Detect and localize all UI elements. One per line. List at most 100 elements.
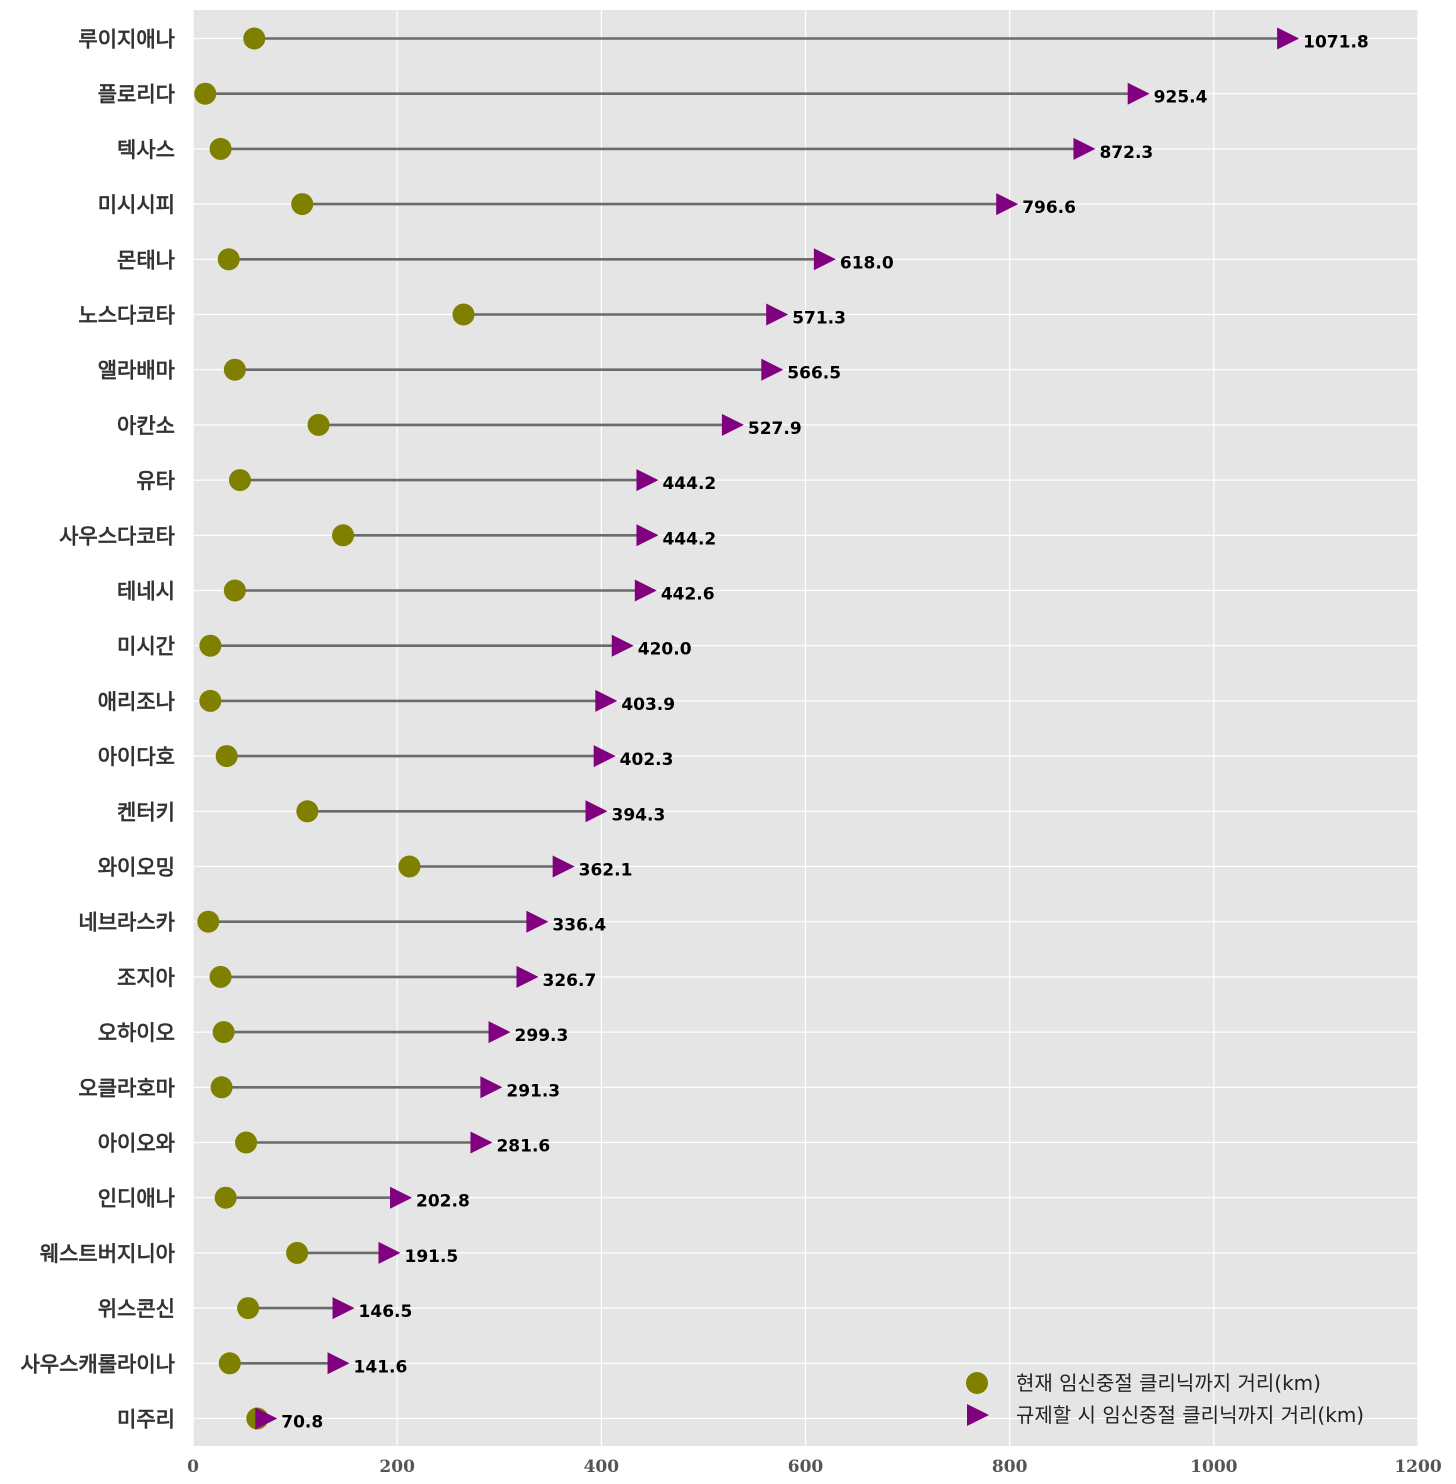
value-label: 336.4 [552,916,606,936]
value-label: 299.3 [515,1026,569,1046]
value-label: 403.9 [621,695,675,715]
category-label: 유타 [136,469,175,493]
category-label: 노스다코타 [78,304,175,328]
value-label: 442.6 [661,585,715,605]
regulated-distance-point [761,358,784,381]
legend: 현재 임신중절 클리닉까지 거리(km) 규제할 시 임신중절 클리닉까지 거리… [966,1371,1364,1427]
current-distance-point [223,579,246,602]
regulated-distance-point [996,193,1019,216]
category-label: 위스콘신 [98,1297,175,1321]
current-distance-point [237,1297,260,1320]
value-label: 362.1 [579,861,633,881]
current-distance-point [209,137,232,160]
x-tick-label: 600 [788,1457,824,1477]
value-label: 281.6 [496,1137,550,1157]
legend-marker-regulated [967,1404,989,1426]
value-label: 402.3 [620,750,674,770]
category-label: 루이지애나 [78,28,175,52]
x-tick-label: 400 [584,1457,620,1477]
current-distance-point [286,1241,309,1264]
current-distance-point [212,1021,235,1044]
current-distance-point [218,1352,241,1375]
legend-label-regulated: 규제할 시 임신중절 클리닉까지 거리(km) [1016,1403,1364,1427]
regulated-distance-point [378,1241,401,1264]
category-label: 사우스다코타 [59,524,176,548]
category-label: 앨라배마 [98,359,176,383]
category-label: 플로리다 [98,83,176,107]
current-distance-point [209,965,232,988]
regulated-distance-point [332,1297,355,1320]
category-label: 아칸소 [117,414,175,438]
x-axis-tick-labels: 0 200 400 600 800 1000 1200 [187,1457,1442,1477]
regulated-distance-point [480,1076,503,1099]
regulated-distance-point [488,1021,511,1044]
value-label: 191.5 [404,1247,458,1267]
value-label: 925.4 [1154,88,1208,108]
value-label: 571.3 [792,309,846,329]
value-label: 796.6 [1022,198,1076,218]
category-label: 조지아 [117,966,176,990]
current-distance-point [215,745,238,768]
regulated-distance-point [636,469,659,492]
value-label: 527.9 [748,419,802,439]
x-tick-label: 1000 [1190,1457,1237,1477]
regulated-distance-point [634,579,657,602]
x-tick-label: 1200 [1394,1457,1441,1477]
value-label: 141.6 [354,1357,408,1377]
x-tick-label: 200 [379,1457,415,1477]
category-label: 미시시피 [98,193,175,217]
current-distance-point [291,193,314,216]
category-label: 오하이오 [98,1021,175,1045]
x-tick-label: 0 [187,1457,199,1477]
category-label: 사우스캐롤라이나 [20,1352,175,1376]
current-distance-point [307,413,330,436]
current-distance-point [235,1131,258,1154]
current-distance-point [197,910,220,933]
value-label: 444.2 [662,474,716,494]
data-markers [194,27,1300,1430]
regulated-distance-point [552,855,575,878]
value-label: 1071.8 [1303,33,1369,53]
value-label: 872.3 [1099,143,1153,163]
regulated-distance-point [721,413,744,436]
category-label: 인디애나 [98,1187,176,1211]
current-distance-point [243,27,266,50]
current-distance-point [452,303,475,326]
regulated-distance-point [255,1407,278,1430]
legend-label-current: 현재 임신중절 클리닉까지 거리(km) [1016,1371,1321,1395]
regulated-distance-point [526,910,549,933]
current-distance-point [228,469,251,492]
category-label: 와이오밍 [98,856,175,880]
value-label: 146.5 [359,1302,413,1322]
regulated-distance-point [636,524,659,547]
category-label: 켄터키 [117,800,175,824]
category-label: 웨스트버지니아 [40,1242,176,1266]
current-distance-point [214,1186,237,1209]
current-distance-point [199,634,222,657]
regulated-distance-point [585,800,608,823]
regulated-distance-point [1073,137,1096,160]
value-label: 566.5 [787,364,841,384]
regulated-distance-point [390,1186,413,1209]
regulated-distance-point [766,303,789,326]
current-distance-point [217,248,240,271]
value-label: 291.3 [506,1081,560,1101]
current-distance-point [332,524,355,547]
connector-lines [205,37,1288,1420]
current-distance-point [223,358,246,381]
current-distance-point [296,800,319,823]
category-label: 미주리 [117,1408,175,1432]
category-label: 몬태나 [117,248,176,272]
category-label: 오클라호마 [78,1076,175,1100]
value-label: 70.8 [281,1413,323,1433]
legend-marker-current [966,1372,988,1394]
category-label: 네브라스카 [78,911,175,935]
regulated-distance-point [470,1131,493,1154]
value-label: 394.3 [612,805,666,825]
category-label: 테네시 [117,580,175,604]
value-label: 618.0 [840,253,894,273]
current-distance-point [199,689,222,712]
current-distance-point [194,82,217,105]
regulated-distance-point [813,248,836,271]
